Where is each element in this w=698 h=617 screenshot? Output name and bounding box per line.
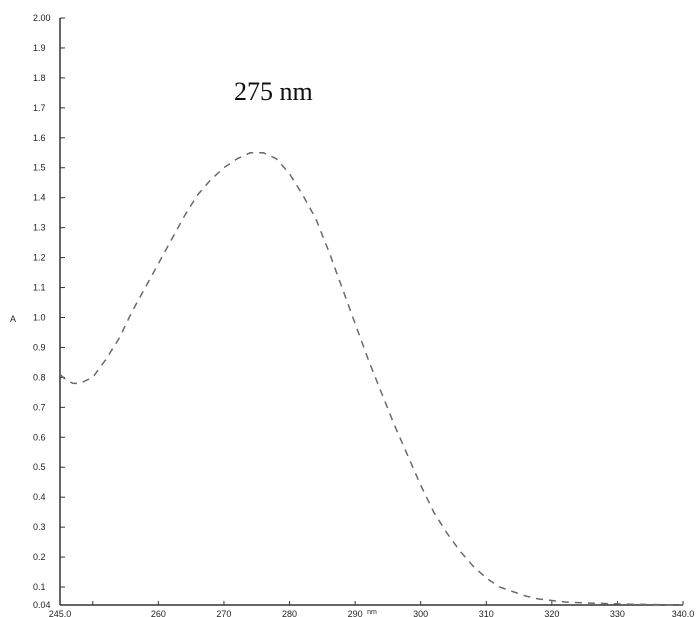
y-tick-label: 0.6: [33, 432, 46, 442]
y-axis-label: A: [10, 314, 16, 324]
y-tick-label: 1.3: [33, 223, 46, 233]
x-tick-label: 330: [610, 609, 625, 617]
y-tick-label: 0.8: [33, 372, 46, 382]
y-tick-label: 0.4: [33, 492, 46, 502]
x-tick-label: 300: [413, 609, 428, 617]
x-tick-label: 280: [282, 609, 297, 617]
peak-annotation: 275 nm: [234, 77, 313, 106]
y-tick-label: 1.9: [33, 43, 46, 53]
y-tick-label: 1.2: [33, 253, 46, 263]
y-tick-label: 1.4: [33, 193, 46, 203]
y-tick-label: 0.7: [33, 402, 46, 412]
x-tick-label: 310: [479, 609, 494, 617]
x-tick-label: 245.0: [49, 609, 72, 617]
series-line: [59, 152, 684, 606]
x-axis-label: nm: [367, 609, 377, 616]
y-tick-label: 0.5: [33, 462, 46, 472]
y-tick-labels: 0.04 0.1 0.2 0.3 0.4 0.5 0.6 0.7 0.8 0.9 1.0 1.1 1.2…: [33, 13, 65, 610]
y-tick-label: 1.8: [33, 73, 46, 83]
x-tick-label: 340.0: [672, 609, 695, 617]
x-tick-label: 290: [348, 609, 363, 617]
y-tick-label: 1.5: [33, 163, 46, 173]
y-tick-label: 1.6: [33, 133, 46, 143]
y-tick-label: 0.3: [33, 522, 46, 532]
x-tick-labels: 245.0 260 270 280 290 300 310 320 330 340.0: [49, 601, 695, 617]
y-tick-label: 0.04: [33, 600, 51, 610]
y-tick-label: 1.1: [33, 283, 46, 293]
y-tick-label: 2.00: [33, 13, 51, 23]
y-tick-label: 0.2: [33, 552, 46, 562]
y-tick-label: 1.7: [33, 103, 46, 113]
y-tick-label: 1.0: [33, 312, 46, 322]
x-tick-label: 260: [151, 609, 166, 617]
y-tick-label: 0.9: [33, 342, 46, 352]
x-tick-label: 320: [544, 609, 559, 617]
series-group: [59, 152, 684, 606]
y-tick-label: 0.1: [33, 582, 46, 592]
x-tick-label: 270: [216, 609, 231, 617]
